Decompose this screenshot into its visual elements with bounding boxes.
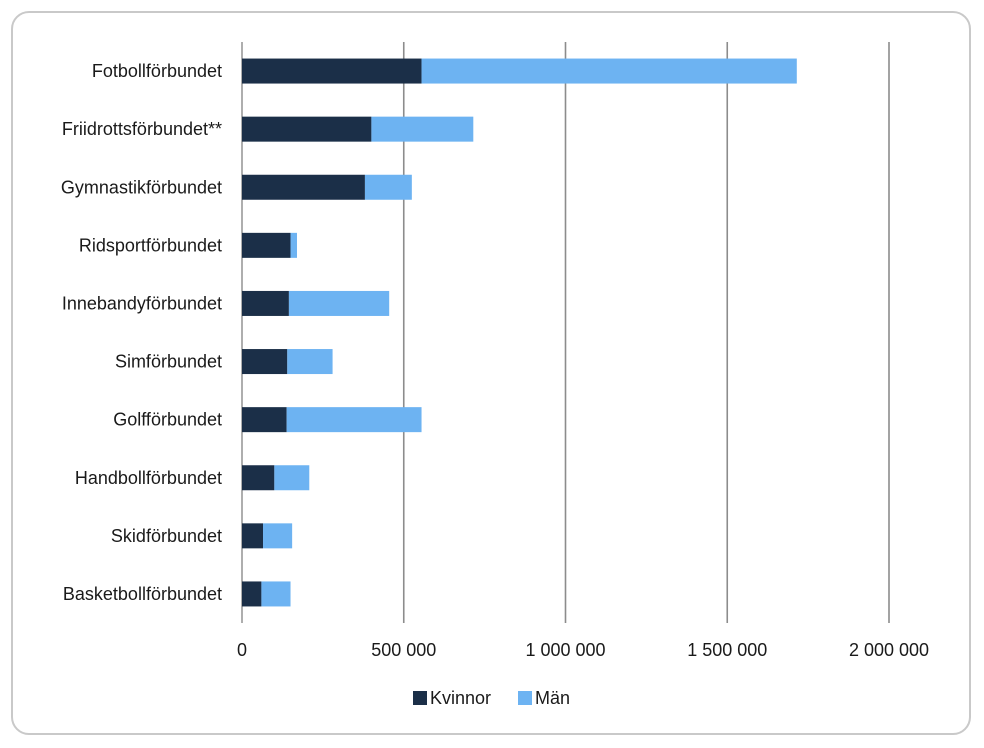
x-tick-label: 500 000 bbox=[371, 640, 436, 660]
bar-kvinnor bbox=[242, 232, 291, 258]
bar-kvinnor bbox=[242, 174, 365, 200]
category-label: Basketbollförbundet bbox=[63, 584, 222, 604]
legend-swatch bbox=[413, 691, 427, 705]
category-label: Handbollförbundet bbox=[75, 468, 222, 488]
bar-man bbox=[290, 232, 297, 258]
category-label: Fotbollförbundet bbox=[92, 61, 222, 81]
category-label: Gymnastikförbundet bbox=[61, 177, 222, 197]
bar-man bbox=[274, 465, 310, 491]
bar-man bbox=[261, 581, 291, 607]
category-label: Friidrottsförbundet** bbox=[62, 119, 222, 139]
x-tick-label: 0 bbox=[237, 640, 247, 660]
bar-kvinnor bbox=[242, 407, 287, 433]
category-label: Ridsportförbundet bbox=[79, 235, 222, 255]
bar-kvinnor bbox=[242, 58, 422, 84]
bar-kvinnor bbox=[242, 465, 275, 491]
category-label: Simförbundet bbox=[115, 352, 222, 372]
bar-man bbox=[288, 290, 390, 316]
category-label: Innebandyförbundet bbox=[62, 293, 222, 313]
x-tick-label: 1 000 000 bbox=[525, 640, 605, 660]
bar-kvinnor bbox=[242, 349, 288, 375]
legend-label: Kvinnor bbox=[430, 688, 491, 708]
bar-man bbox=[421, 58, 797, 84]
bar-kvinnor bbox=[242, 581, 262, 607]
legend-label: Män bbox=[535, 688, 570, 708]
bar-man bbox=[364, 174, 412, 200]
bar-man bbox=[263, 523, 293, 549]
bar-man bbox=[371, 116, 474, 142]
category-labels: Fotbollförbundet Friidrottsförbundet** Gym… bbox=[61, 61, 222, 604]
category-label: Skidförbundet bbox=[111, 526, 222, 546]
x-tick-labels: 0 500 000 1 000 000 1 500 000 2 000 000 bbox=[237, 640, 929, 660]
bar-man bbox=[286, 407, 422, 433]
bars bbox=[242, 58, 797, 607]
legend-swatch bbox=[518, 691, 532, 705]
bar-kvinnor bbox=[242, 523, 264, 549]
bar-kvinnor bbox=[242, 290, 289, 316]
category-label: Golfförbundet bbox=[113, 410, 222, 430]
chart-frame bbox=[11, 11, 971, 735]
bar-man bbox=[287, 349, 333, 375]
legend: Kvinnor Män bbox=[413, 688, 570, 708]
bar-kvinnor bbox=[242, 116, 372, 142]
x-tick-label: 2 000 000 bbox=[849, 640, 929, 660]
x-tick-label: 1 500 000 bbox=[687, 640, 767, 660]
